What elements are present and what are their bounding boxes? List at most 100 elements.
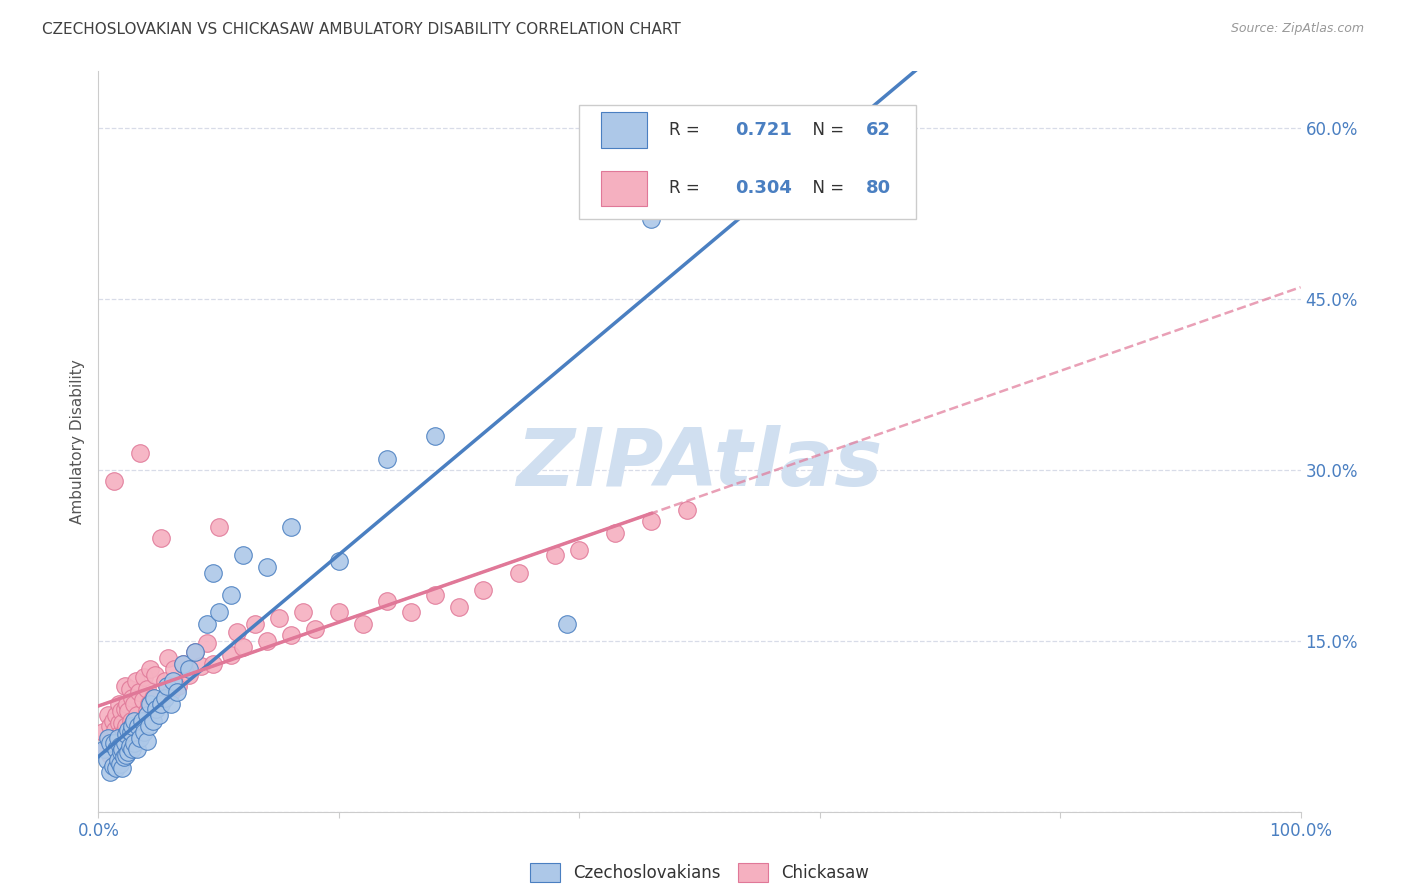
Point	[129, 446, 152, 460]
Point	[143, 668, 166, 682]
Point	[105, 742, 128, 756]
Point	[131, 714, 153, 728]
Point	[177, 662, 200, 676]
Point	[172, 657, 194, 671]
Point	[111, 761, 134, 775]
Point	[91, 725, 114, 739]
Point	[208, 520, 231, 534]
Point	[93, 742, 115, 756]
Point	[208, 606, 231, 620]
Point	[219, 588, 242, 602]
Point	[138, 697, 160, 711]
Point	[125, 673, 148, 688]
Point	[135, 707, 157, 722]
Point	[105, 707, 128, 722]
Point	[159, 685, 181, 699]
Point	[162, 673, 184, 688]
Bar	[600, 170, 647, 206]
Point	[115, 727, 138, 741]
Point	[97, 731, 120, 745]
Point	[141, 690, 163, 705]
Point	[447, 599, 470, 614]
Point	[508, 566, 530, 580]
Point	[105, 734, 128, 748]
Legend: Czechoslovakians, Chickasaw: Czechoslovakians, Chickasaw	[523, 856, 876, 888]
Point	[232, 640, 254, 654]
Text: ZIPAtlas: ZIPAtlas	[516, 425, 883, 503]
Point	[121, 719, 143, 733]
Point	[172, 657, 194, 671]
Point	[159, 697, 181, 711]
Point	[219, 648, 242, 662]
Point	[120, 725, 142, 739]
Point	[132, 670, 155, 684]
Point	[640, 212, 662, 227]
Point	[472, 582, 495, 597]
Point	[121, 742, 143, 756]
Point	[121, 690, 143, 705]
Point	[267, 611, 290, 625]
Point	[328, 606, 350, 620]
Point	[605, 525, 627, 540]
Point	[423, 588, 446, 602]
Point	[101, 759, 124, 773]
Point	[138, 719, 160, 733]
Point	[148, 697, 170, 711]
Point	[127, 719, 149, 733]
Point	[103, 475, 125, 489]
Point	[124, 736, 146, 750]
Y-axis label: Ambulatory Disability: Ambulatory Disability	[70, 359, 86, 524]
Point	[101, 714, 124, 728]
Point	[195, 616, 218, 631]
Point	[135, 734, 157, 748]
Point	[145, 702, 167, 716]
Point	[177, 668, 200, 682]
Point	[135, 705, 157, 719]
Point	[94, 742, 117, 756]
Point	[124, 714, 146, 728]
Point	[107, 754, 129, 768]
Text: R =: R =	[669, 179, 706, 197]
Point	[112, 725, 135, 739]
Point	[111, 742, 134, 756]
Text: 0.721: 0.721	[735, 120, 793, 139]
Point	[108, 756, 131, 771]
Point	[148, 707, 170, 722]
Text: R =: R =	[669, 120, 706, 139]
Point	[139, 662, 162, 676]
Point	[117, 723, 139, 737]
Point	[153, 673, 176, 688]
Text: N =: N =	[801, 120, 849, 139]
Point	[110, 746, 132, 760]
Point	[375, 594, 398, 608]
Point	[291, 606, 314, 620]
Point	[115, 747, 138, 762]
Point	[122, 715, 145, 730]
Point	[568, 542, 591, 557]
Point	[96, 754, 118, 768]
Point	[108, 727, 131, 741]
Point	[304, 623, 326, 637]
Point	[118, 739, 141, 753]
Text: CZECHOSLOVAKIAN VS CHICKASAW AMBULATORY DISABILITY CORRELATION CHART: CZECHOSLOVAKIAN VS CHICKASAW AMBULATORY …	[42, 22, 681, 37]
Point	[104, 723, 127, 737]
Point	[128, 685, 150, 699]
Point	[108, 697, 131, 711]
Point	[132, 725, 155, 739]
Point	[352, 616, 374, 631]
FancyBboxPatch shape	[579, 104, 915, 219]
Text: 0.304: 0.304	[735, 179, 793, 197]
Point	[201, 657, 224, 671]
Point	[280, 520, 302, 534]
Point	[139, 697, 162, 711]
Point	[153, 690, 176, 705]
Point	[117, 746, 139, 760]
Point	[107, 731, 129, 745]
Point	[103, 739, 125, 753]
Point	[111, 739, 134, 753]
Point	[149, 697, 172, 711]
Point	[125, 707, 148, 722]
Point	[225, 624, 247, 639]
Point	[129, 731, 152, 745]
Text: 80: 80	[865, 179, 890, 197]
